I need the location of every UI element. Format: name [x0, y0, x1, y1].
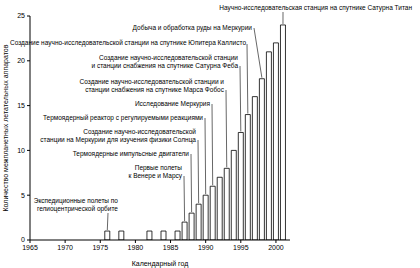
svg-text:15: 15 [17, 102, 25, 109]
svg-text:Создание научно-исследовательс: Создание научно-исследовательской станци… [91, 54, 238, 70]
svg-text:Добыча и обработка руды на Мер: Добыча и обработка руды на Меркурии [133, 24, 253, 32]
svg-text:Термоядерный реактор с регулир: Термоядерный реактор с регулируемыми реа… [43, 114, 203, 122]
svg-text:Исследование Меркурия: Исследование Меркурия [135, 100, 211, 108]
svg-text:0: 0 [21, 236, 25, 243]
svg-text:Создание научно-исследовательс: Создание научно-исследовательской станци… [80, 78, 225, 94]
svg-text:25: 25 [17, 12, 25, 19]
svg-text:Создание научно-исследовательс: Создание научно-исследовательскойстанции… [40, 128, 196, 144]
svg-text:Первые полетык Венере и Марсу: Первые полетык Венере и Марсу [129, 164, 183, 180]
svg-text:Научно-исследовательская станц: Научно-исследовательская станция на спут… [219, 4, 412, 12]
svg-text:Количество межпланетных летате: Количество межпланетных летательных аппа… [8, 44, 10, 211]
svg-text:1980: 1980 [128, 244, 144, 251]
svg-text:1985: 1985 [163, 244, 179, 251]
svg-text:1965: 1965 [22, 244, 38, 251]
svg-text:5: 5 [21, 192, 25, 199]
svg-text:2000: 2000 [268, 244, 284, 251]
svg-text:1970: 1970 [57, 244, 73, 251]
svg-text:20: 20 [17, 57, 25, 64]
svg-text:1975: 1975 [92, 244, 108, 251]
svg-text:1990: 1990 [198, 244, 214, 251]
svg-text:Создание научно-исследовательс: Создание научно-исследовательской станци… [10, 39, 246, 47]
svg-text:1995: 1995 [233, 244, 249, 251]
svg-text:Термоядерные импульсные двигат: Термоядерные импульсные двигатели [73, 150, 190, 158]
svg-text:Календарный год: Календарный год [132, 260, 189, 268]
svg-text:10: 10 [17, 147, 25, 154]
svg-text:Экспедиционные полеты погелиоц: Экспедиционные полеты погелиоцентрическо… [34, 197, 119, 213]
